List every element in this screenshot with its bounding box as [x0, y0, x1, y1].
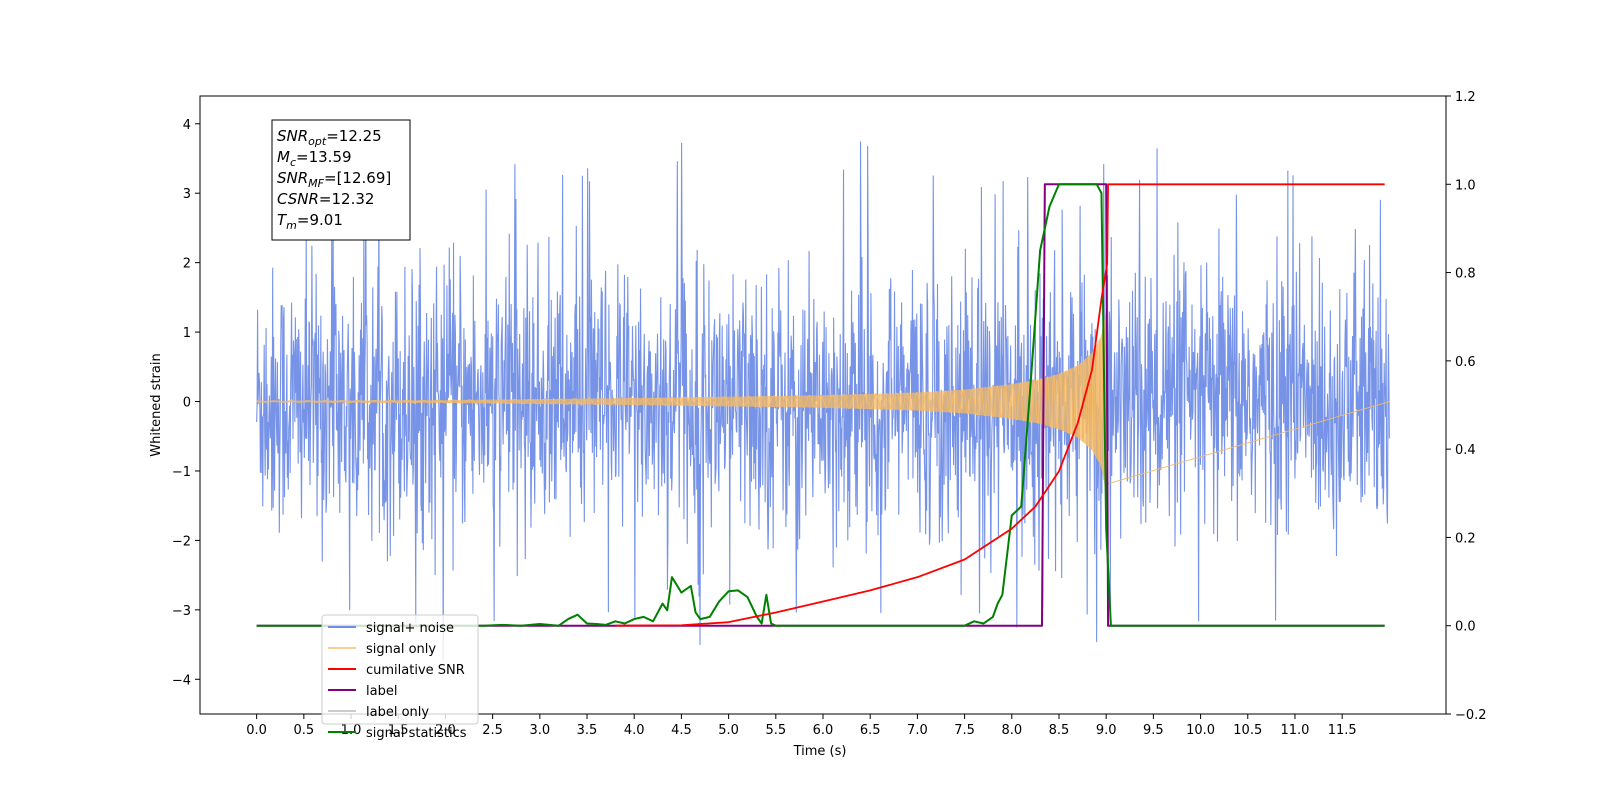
info-subscript: opt	[308, 135, 327, 148]
y2-tick-label: 1.0	[1455, 178, 1476, 193]
x-tick-label: 1.0	[341, 723, 362, 738]
x-tick-label: 7.5	[954, 723, 975, 738]
info-box-line: Tm=9.01	[277, 211, 343, 232]
info-value: =13.59	[296, 148, 352, 166]
x-tick-label: 9.5	[1143, 723, 1164, 738]
x-tick-label: 9.0	[1096, 723, 1117, 738]
y2-tick-label: 0.8	[1455, 267, 1476, 282]
info-subscript: MF	[308, 177, 324, 190]
y-tick-label: 1	[183, 326, 191, 341]
info-subscript: c	[290, 156, 296, 169]
y-axis-ticks: −4 −3 −2 −1 0 1 2 3 4	[172, 118, 200, 688]
x-tick-label: 4.0	[624, 723, 645, 738]
x-tick-label: 7.0	[907, 723, 928, 738]
x-tick-label: 6.5	[860, 723, 881, 738]
x-tick-label: 8.0	[1001, 723, 1022, 738]
x-tick-label: 0.0	[246, 723, 267, 738]
series-signal-only-line	[256, 314, 1390, 496]
x-axis-ticks: 0.0 0.5 1.0 1.5 2.0 2.5 3.0 3.5 4.0 4.5 5.0 5.5 6.0 6…	[246, 714, 1357, 738]
y-tick-label: −3	[172, 604, 191, 619]
legend-label: signal+ noise	[366, 621, 454, 636]
x-tick-label: 3.5	[577, 723, 598, 738]
legend-label: signal statistics	[366, 726, 467, 741]
info-value: =[12.69]	[324, 169, 391, 187]
info-value: =12.32	[319, 190, 375, 208]
x-tick-label: 3.0	[529, 723, 550, 738]
series-layer	[256, 141, 1390, 661]
info-box-line: SNRopt=12.25	[277, 127, 382, 148]
x-axis-label: Time (s)	[793, 744, 847, 759]
series-signal-statistics-line	[256, 183, 1385, 627]
info-symbol: SNR	[277, 127, 308, 145]
legend: signal+ noise signal only cumilative SNR la…	[321, 614, 479, 741]
x-tick-label: 11.0	[1280, 723, 1309, 738]
info-box-line: SNRMF=[12.69]	[277, 169, 391, 190]
y2-tick-label: 0.4	[1455, 443, 1476, 458]
y-axis-label: Whitened strain	[149, 353, 164, 456]
y-tick-label: 2	[183, 257, 191, 272]
y-tick-label: 3	[183, 187, 191, 202]
y-tick-label: 4	[183, 118, 191, 133]
y2-tick-label: −0.2	[1455, 708, 1487, 723]
info-box-line: CSNR=12.32	[277, 190, 374, 208]
legend-label: label only	[366, 705, 429, 720]
y-tick-label: −2	[172, 534, 191, 549]
x-tick-label: 10.0	[1186, 723, 1215, 738]
y2-axis-ticks: −0.2 0.0 0.2 0.4 0.6 0.8 1.0 1.2	[1446, 90, 1487, 723]
legend-label: label	[366, 684, 397, 699]
legend-frame	[321, 614, 479, 725]
x-tick-label: 10.5	[1233, 723, 1262, 738]
info-value: =9.01	[297, 211, 343, 229]
y2-tick-label: 0.6	[1455, 355, 1476, 370]
x-tick-label: 2.5	[482, 723, 503, 738]
x-tick-label: 2.0	[435, 723, 456, 738]
info-symbol: SNR	[277, 169, 308, 187]
x-tick-label: 8.5	[1049, 723, 1070, 738]
info-symbol: T	[277, 211, 288, 229]
y-tick-label: −1	[172, 465, 191, 480]
y-tick-label: 0	[183, 396, 191, 411]
x-tick-label: 6.0	[813, 723, 834, 738]
y-tick-label: −4	[172, 673, 191, 688]
info-value: =12.25	[326, 127, 382, 145]
x-tick-label: 11.5	[1328, 723, 1357, 738]
info-symbol: CSNR	[277, 190, 319, 208]
y2-tick-label: 0.2	[1455, 531, 1476, 546]
info-box-line: Mc=13.59	[277, 148, 352, 169]
x-tick-label: 4.5	[671, 723, 692, 738]
info-symbol: M	[277, 148, 290, 166]
info-box: SNRopt=12.25Mc=13.59SNRMF=[12.69]CSNR=12…	[271, 119, 411, 241]
y2-tick-label: 1.2	[1455, 90, 1476, 105]
x-tick-label: 5.0	[718, 723, 739, 738]
x-tick-label: 5.5	[765, 723, 786, 738]
info-box-frame	[271, 119, 411, 241]
x-tick-label: 1.5	[388, 723, 409, 738]
legend-label: signal only	[366, 642, 436, 657]
legend-label: cumilative SNR	[366, 663, 465, 678]
x-tick-label: 0.5	[293, 723, 314, 738]
series-cumilative-snr-line	[615, 183, 1385, 627]
info-subscript: m	[286, 219, 297, 232]
y2-tick-label: 0.0	[1455, 620, 1476, 635]
